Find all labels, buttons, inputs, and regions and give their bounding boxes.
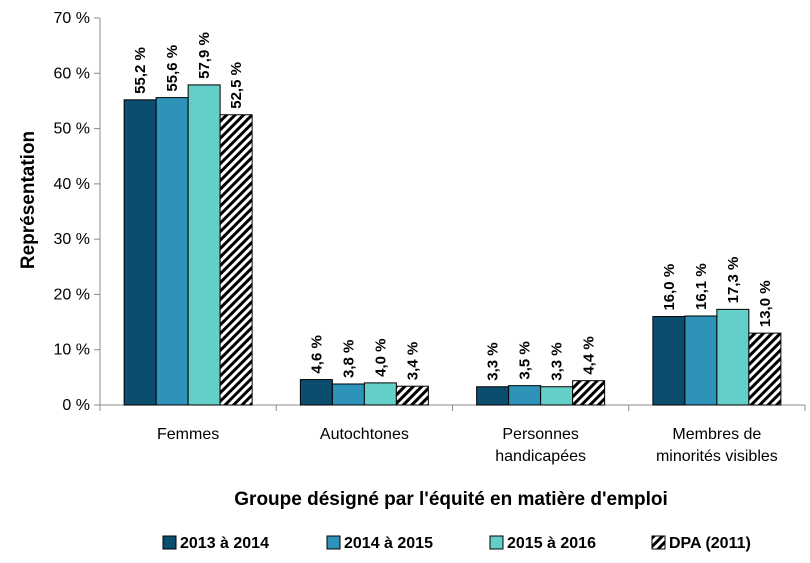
- y-tick-label: 60 %: [54, 65, 90, 82]
- bar: [476, 386, 510, 406]
- bar: [540, 386, 574, 406]
- bars: [123, 84, 782, 406]
- bar: [748, 332, 782, 406]
- data-label: 3,4 %: [404, 342, 421, 380]
- x-tick-label: Femmes: [157, 426, 219, 443]
- bar: [299, 379, 333, 406]
- y-tick-label: 50 %: [54, 121, 90, 138]
- bar: [363, 382, 397, 406]
- data-label: 16,1 %: [693, 263, 710, 310]
- legend: 2013 à 2014 2014 à 2015 2015 à 2016 DPA (20…: [162, 535, 751, 552]
- y-tick-label: 0 %: [62, 397, 90, 414]
- data-label: 16,0 %: [661, 264, 678, 311]
- data-label: 3,3 %: [549, 342, 566, 380]
- y-axis-title: Représentation: [18, 131, 39, 269]
- bar: [219, 114, 253, 406]
- x-tick-label: Autochtones: [320, 426, 409, 443]
- y-tick-label: 10 %: [54, 342, 90, 359]
- data-label: 3,5 %: [517, 341, 534, 379]
- data-label: 57,9 %: [196, 32, 213, 79]
- data-label: 52,5 %: [228, 62, 245, 109]
- x-tick-label: minorités visibles: [656, 448, 778, 465]
- data-label: 4,4 %: [581, 336, 598, 374]
- bar: [684, 315, 718, 406]
- legend-label: 2015 à 2016: [507, 535, 596, 552]
- axes: 0 % 10 % 20 % 30 % 40 % 50 % 60 % 70 % Femmes Aut…: [54, 10, 806, 465]
- bar: [331, 383, 365, 406]
- legend-swatch: [489, 535, 504, 550]
- data-label: 3,3 %: [485, 342, 502, 380]
- legend-swatch: [162, 535, 177, 550]
- bar: [123, 99, 157, 406]
- x-axis-title: Groupe désigné par l'équité en matière d…: [234, 489, 667, 510]
- y-tick-label: 30 %: [54, 231, 90, 248]
- data-label: 3,8 %: [340, 340, 357, 378]
- bar: [395, 385, 429, 406]
- y-tick-label: 70 %: [54, 10, 90, 27]
- bar: [508, 385, 542, 406]
- bar: [652, 316, 686, 406]
- legend-label: 2014 à 2015: [344, 535, 433, 552]
- legend-label: 2013 à 2014: [180, 535, 269, 552]
- data-label: 13,0 %: [757, 280, 774, 327]
- legend-swatch: [326, 535, 341, 550]
- data-label: 17,3 %: [725, 257, 742, 304]
- bar: [187, 84, 221, 406]
- x-tick-label: Personnes: [502, 426, 579, 443]
- bar: [572, 380, 606, 406]
- x-tick-label: handicapées: [495, 448, 586, 465]
- data-label: 4,0 %: [372, 339, 389, 377]
- legend-label: DPA (2011): [669, 535, 751, 552]
- data-label: 4,6 %: [308, 335, 325, 373]
- y-tick-label: 40 %: [54, 176, 90, 193]
- data-labels: 55,2 % 4,6 % 3,3 % 16,0 % 55,6 % 3,8 % 3,5 % 16…: [132, 32, 774, 381]
- y-tick-label: 20 %: [54, 286, 90, 303]
- data-label: 55,2 %: [132, 47, 149, 94]
- bar: [155, 97, 189, 406]
- x-tick-label: Membres de: [672, 426, 761, 443]
- legend-swatch: [651, 535, 666, 550]
- data-label: 55,6 %: [164, 45, 181, 92]
- bar: [716, 308, 750, 406]
